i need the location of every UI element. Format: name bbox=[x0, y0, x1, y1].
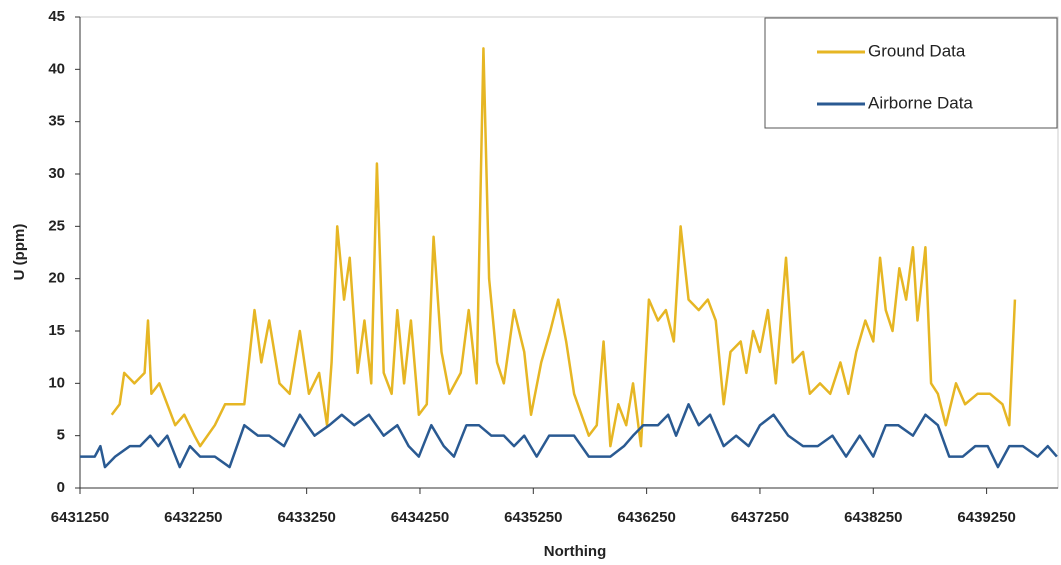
y-tick-label: 30 bbox=[48, 165, 65, 182]
y-axis-title: U (ppm) bbox=[11, 224, 28, 281]
x-tick-label: 6438250 bbox=[844, 509, 902, 526]
y-tick-label: 40 bbox=[48, 60, 65, 77]
x-tick-label: 6437250 bbox=[731, 509, 789, 526]
y-tick-label: 25 bbox=[48, 217, 65, 234]
y-tick-label: 35 bbox=[48, 113, 65, 130]
x-tick-label: 6435250 bbox=[504, 509, 562, 526]
x-tick-label: 6436250 bbox=[617, 509, 675, 526]
x-tick-label: 6439250 bbox=[957, 509, 1015, 526]
x-tick-label: 6434250 bbox=[391, 509, 449, 526]
x-axis-title: Northing bbox=[544, 543, 606, 560]
x-tick-label: 6431250 bbox=[51, 509, 109, 526]
series-line bbox=[80, 403, 1058, 469]
legend-label: Airborne Data bbox=[868, 93, 973, 112]
y-tick-label: 15 bbox=[48, 322, 65, 339]
series-line bbox=[110, 47, 1017, 448]
y-tick-label: 10 bbox=[48, 374, 65, 391]
y-tick-label: 20 bbox=[48, 270, 65, 287]
y-tick-label: 45 bbox=[48, 8, 65, 25]
y-tick-label: 0 bbox=[57, 479, 65, 496]
x-tick-label: 6433250 bbox=[277, 509, 335, 526]
legend bbox=[764, 17, 1058, 129]
y-tick-label: 5 bbox=[57, 427, 65, 444]
legend-label: Ground Data bbox=[868, 41, 966, 60]
x-tick-label: 6432250 bbox=[164, 509, 222, 526]
